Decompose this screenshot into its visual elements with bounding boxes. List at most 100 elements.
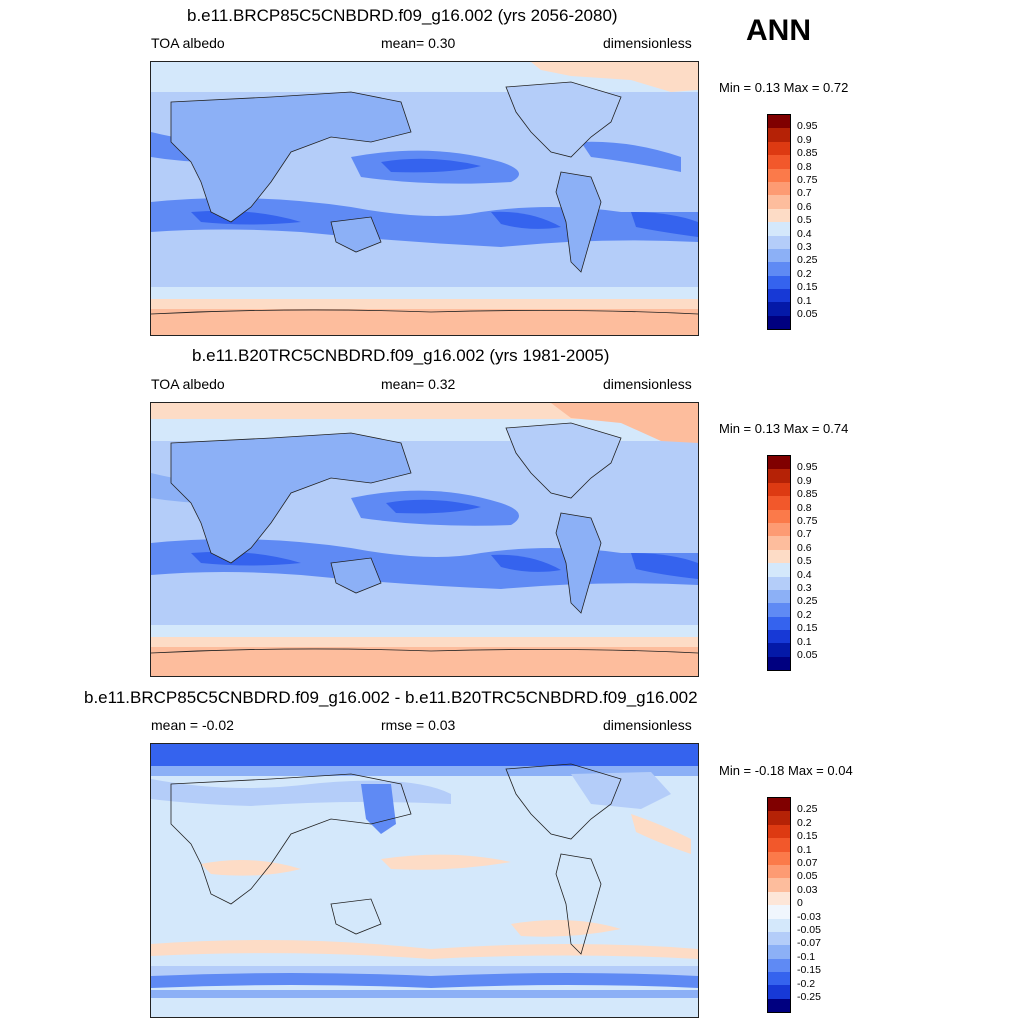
season-label: ANN <box>746 14 811 47</box>
colorbar-level-label: 0.25 <box>797 803 818 816</box>
colorbar-level-label: 0.6 <box>797 541 812 554</box>
colorbar-level-label: 0 <box>797 897 803 910</box>
colorbar-swatch <box>768 482 790 497</box>
colorbar-level-label: 0.95 <box>797 120 818 133</box>
colorbar-level-label: 0.95 <box>797 461 818 474</box>
colorbar-swatch <box>768 958 790 973</box>
colorbar-level-label: 0.75 <box>797 515 818 527</box>
panel-1-units-label: dimensionless <box>603 35 692 51</box>
colorbar-level-label: -0.07 <box>797 937 821 950</box>
colorbar-swatch <box>768 811 790 825</box>
colorbar-level-label: 0.6 <box>797 200 812 213</box>
colorbar-level-label: 0.1 <box>797 294 812 307</box>
panel-1-mean-label: mean= 0.30 <box>381 35 456 51</box>
colorbar-level-label: 0.9 <box>797 474 812 487</box>
colorbar-level-label: 0.7 <box>797 187 812 200</box>
colorbar-swatch <box>768 222 790 236</box>
colorbar-swatch <box>768 195 790 209</box>
colorbar-swatch <box>768 302 790 316</box>
panel-2-map <box>150 402 699 677</box>
colorbar-swatch <box>768 315 790 330</box>
colorbar-swatch <box>768 235 790 249</box>
colorbar-swatch <box>768 643 790 657</box>
panel-3-colorbar: 0.25 0.2 0.15 0.1 0.07 0.05 0.03 0 -0.03 -0.05 -0.… <box>767 797 821 1014</box>
colorbar-level-label: 0.05 <box>797 308 818 320</box>
colorbar-level-label: 0.03 <box>797 883 818 896</box>
colorbar-level-label: 0.2 <box>797 816 812 829</box>
colorbar-swatch <box>768 838 790 852</box>
panel-2-colorbar: 0.95 0.9 0.85 0.8 0.75 0.7 0.6 0.5 0.4 0.3 0.25 0.2… <box>767 455 817 672</box>
panel-1-colorbar: 0.95 0.9 0.85 0.8 0.75 0.7 0.6 0.5 0.4 0.3 0.25 0.2… <box>767 114 817 331</box>
colorbar-level-label: 0.85 <box>797 147 818 160</box>
colorbar-swatch <box>768 275 790 290</box>
colorbar-level-label: 0.2 <box>797 608 812 621</box>
colorbar-level-label: 0.8 <box>797 501 812 514</box>
colorbar-swatch <box>768 522 790 537</box>
colorbar-swatch <box>768 496 790 510</box>
panel-3-mean-label: mean = -0.02 <box>151 717 234 733</box>
colorbar-swatch <box>768 563 790 577</box>
colorbar-level-label: 0.05 <box>797 649 818 661</box>
colorbar-swatch <box>768 851 790 865</box>
colorbar-swatch <box>768 945 790 959</box>
panel-3-units-label: dimensionless <box>603 717 692 733</box>
panel-2-variable-label: TOA albedo <box>151 376 225 392</box>
colorbar-swatch <box>768 128 790 142</box>
panel-2-colorbar-swatches <box>767 455 791 672</box>
colorbar-level-label: 0.25 <box>797 595 818 608</box>
colorbar-level-label: 0.75 <box>797 174 818 186</box>
colorbar-level-label: 0.3 <box>797 582 812 594</box>
colorbar-swatch <box>768 536 790 550</box>
colorbar-swatch <box>768 891 790 906</box>
colorbar-level-label: 0.15 <box>797 830 818 843</box>
colorbar-level-label: -0.1 <box>797 950 816 963</box>
colorbar-level-label: 0.25 <box>797 254 818 267</box>
colorbar-swatch <box>768 603 790 617</box>
colorbar-swatch <box>768 469 790 483</box>
panel-3-colorbar-swatches <box>767 797 791 1014</box>
colorbar-swatch <box>768 155 790 169</box>
panel-1-variable-label: TOA albedo <box>151 35 225 51</box>
colorbar-level-label: 0.9 <box>797 133 812 146</box>
colorbar-swatch <box>768 798 790 812</box>
colorbar-swatch <box>768 576 790 590</box>
panel-3-map <box>150 743 699 1018</box>
colorbar-swatch <box>768 549 790 564</box>
panel-1-map <box>150 61 699 336</box>
colorbar-swatch <box>768 509 790 523</box>
colorbar-level-label: 0.05 <box>797 870 818 883</box>
colorbar-swatch <box>768 616 790 631</box>
colorbar-swatch <box>768 589 790 604</box>
panel-1-colorbar-swatches <box>767 114 791 331</box>
colorbar-swatch <box>768 824 790 839</box>
colorbar-level-label: -0.03 <box>797 910 821 923</box>
panel-2-title: b.e11.B20TRC5CNBDRD.f09_g16.002 (yrs 198… <box>192 346 610 365</box>
colorbar-swatch <box>768 878 790 892</box>
colorbar-swatch <box>768 141 790 156</box>
colorbar-level-label: 0.1 <box>797 635 812 648</box>
colorbar-level-label: 0.4 <box>797 568 812 581</box>
panel-3-minmax: Min = -0.18 Max = 0.04 <box>719 763 853 778</box>
colorbar-level-label: 0.15 <box>797 281 818 294</box>
colorbar-swatch <box>768 248 790 263</box>
colorbar-swatch <box>768 972 790 986</box>
colorbar-swatch <box>768 656 790 671</box>
colorbar-level-label: -0.2 <box>797 977 816 990</box>
colorbar-swatch <box>768 985 790 999</box>
colorbar-level-label: 0.5 <box>797 214 812 227</box>
panel-2-minmax: Min = 0.13 Max = 0.74 <box>719 421 849 436</box>
colorbar-swatch <box>768 208 790 223</box>
colorbar-swatch <box>768 115 790 129</box>
colorbar-swatch <box>768 905 790 919</box>
colorbar-level-label: -0.15 <box>797 964 821 977</box>
colorbar-level-label: 0.85 <box>797 488 818 501</box>
colorbar-swatch <box>768 456 790 470</box>
colorbar-swatch <box>768 918 790 932</box>
colorbar-level-label: -0.05 <box>797 924 821 936</box>
panel-2-mean-label: mean= 0.32 <box>381 376 456 392</box>
panel-2-units-label: dimensionless <box>603 376 692 392</box>
colorbar-level-label: 0.8 <box>797 160 812 173</box>
colorbar-level-label: 0.7 <box>797 528 812 541</box>
colorbar-level-label: 0.07 <box>797 857 818 869</box>
panel-3-title: b.e11.BRCP85C5CNBDRD.f09_g16.002 - b.e11… <box>84 688 698 707</box>
